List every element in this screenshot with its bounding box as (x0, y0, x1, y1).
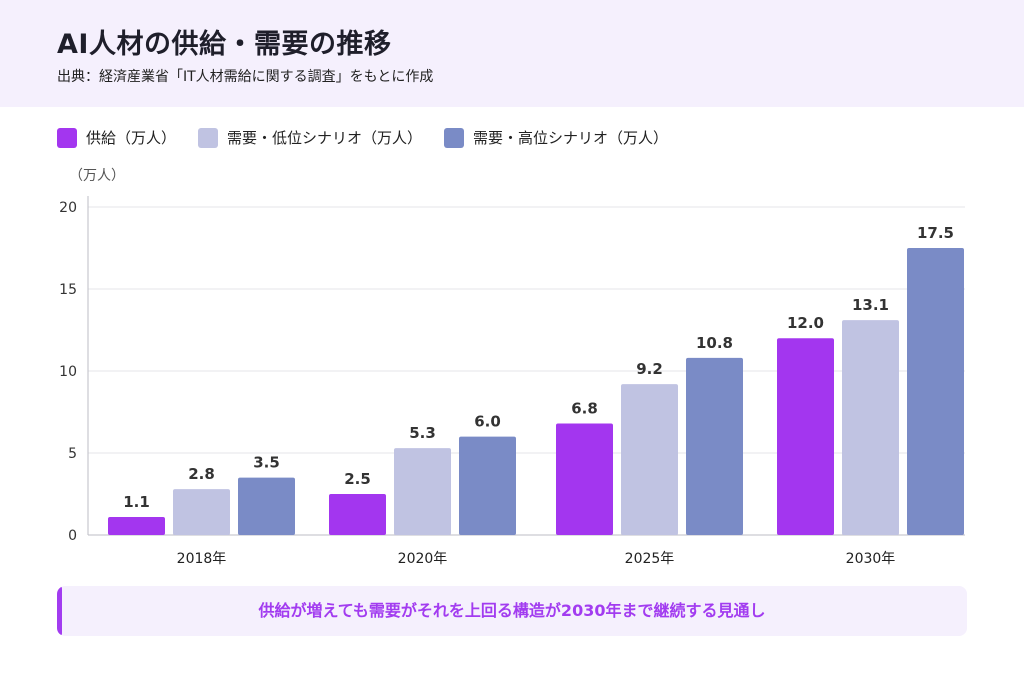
bar-value-label: 5.3 (409, 424, 436, 442)
x-tick-label: 2030年 (846, 551, 896, 567)
chart-source: 出典：経済産業省「IT人材需給に関する調査」をもとに作成 (57, 69, 434, 85)
x-tick-label: 2025年 (625, 551, 675, 567)
bar-value-label: 17.5 (917, 224, 954, 242)
legend-item-supply: 供給（万人） (57, 127, 176, 148)
bar-value-label: 2.5 (344, 470, 371, 488)
header-band: AI人材の供給・需要の推移 出典：経済産業省「IT人材需給に関する調査」をもとに… (0, 0, 1024, 107)
bar (777, 338, 834, 535)
legend-label-demand-high: 需要・高位シナリオ（万人） (473, 129, 669, 147)
legend-label-demand-low: 需要・低位シナリオ（万人） (227, 129, 423, 147)
legend: 供給（万人） 需要・低位シナリオ（万人） 需要・高位シナリオ（万人） (57, 127, 690, 148)
legend-swatch-supply (57, 127, 77, 148)
x-tick-label: 2020年 (398, 551, 448, 567)
bar (621, 384, 678, 535)
bar-value-label: 2.8 (188, 465, 215, 483)
bar-value-label: 3.5 (253, 454, 280, 472)
bar (238, 477, 295, 535)
legend-swatch-demand-low (198, 127, 219, 148)
bar-value-label: 1.1 (123, 493, 150, 511)
bar (842, 320, 899, 535)
bar (686, 357, 743, 535)
callout-text: 供給が増えても需要がそれを上回る構造が2030年まで継続する見通し (258, 601, 766, 620)
bar-chart: 0 5 10 15 20 1.1 2.8 3.5 2018年 2.5 5.3 6.0 2020年 6.8 9… (59, 196, 965, 567)
legend-label-supply: 供給（万人） (86, 129, 177, 147)
bar-value-label: 6.0 (474, 413, 501, 431)
legend-item-demand-high: 需要・高位シナリオ（万人） (444, 127, 668, 148)
bar-value-label: 12.0 (787, 314, 824, 332)
y-tick-label: 15 (59, 282, 77, 298)
bar (108, 516, 165, 535)
y-tick-label: 20 (59, 200, 77, 216)
bar (459, 436, 516, 535)
chart-title: AI人材の供給・需要の推移 (57, 29, 392, 60)
y-tick-label: 10 (59, 364, 77, 380)
bar (556, 423, 613, 535)
summary-callout: 供給が増えても需要がそれを上回る構造が2030年まで継続する見通し (57, 586, 967, 636)
bar (907, 248, 964, 535)
legend-swatch-demand-high (444, 127, 465, 148)
y-tick-label: 5 (68, 446, 77, 462)
y-tick-label: 0 (68, 528, 77, 544)
bar (329, 494, 386, 535)
y-axis-unit-label: （万人） (69, 168, 125, 184)
bar-value-label: 9.2 (636, 360, 663, 378)
bar-value-label: 13.1 (852, 296, 889, 314)
bar (173, 489, 230, 535)
bar (394, 448, 451, 535)
legend-item-demand-low: 需要・低位シナリオ（万人） (198, 127, 422, 148)
callout-accent-bar (57, 586, 62, 636)
x-tick-label: 2018年 (177, 551, 227, 567)
bar-value-label: 10.8 (696, 334, 733, 352)
bar-value-label: 6.8 (571, 399, 598, 417)
